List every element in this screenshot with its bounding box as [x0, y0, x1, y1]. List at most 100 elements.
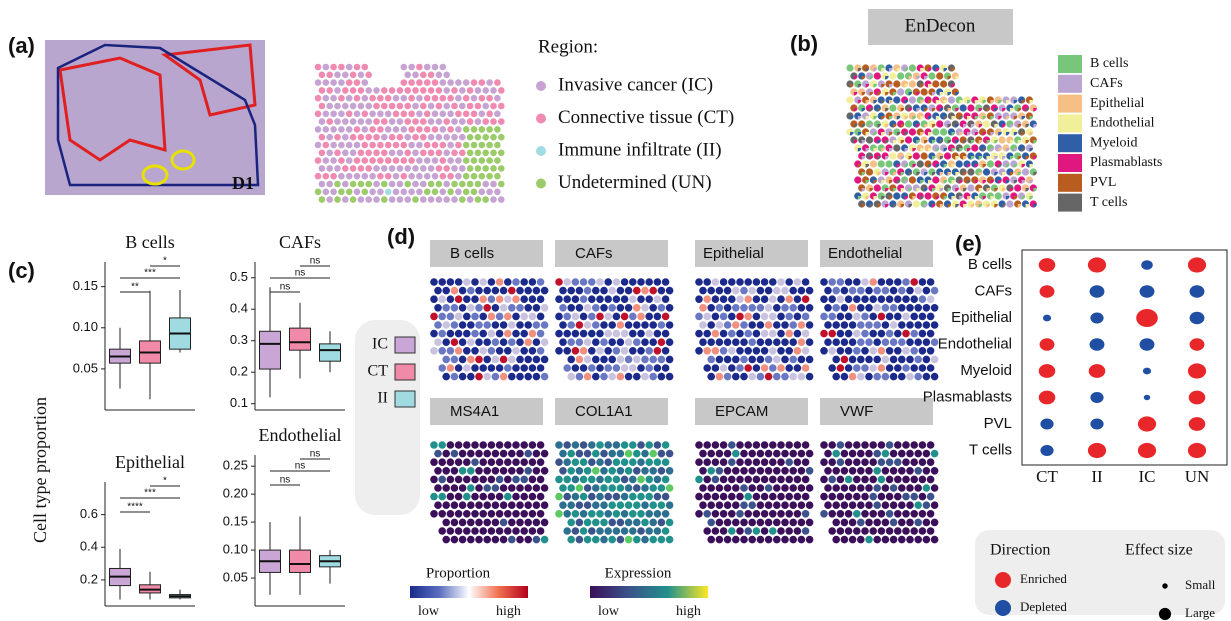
spot — [878, 313, 886, 321]
spot — [886, 347, 894, 355]
spot — [401, 64, 408, 71]
spot — [914, 519, 922, 527]
significance: ns — [280, 475, 291, 486]
spot — [529, 510, 537, 518]
spot — [438, 295, 446, 303]
spot — [841, 321, 849, 329]
spot — [600, 484, 608, 492]
spot — [442, 287, 450, 295]
spot — [707, 536, 715, 544]
spot — [471, 493, 479, 501]
spot — [740, 484, 748, 492]
pie-wedge — [877, 140, 881, 144]
spot — [890, 467, 898, 475]
spot — [596, 458, 604, 466]
spot — [459, 356, 467, 364]
spot — [732, 287, 740, 295]
spot — [919, 441, 927, 449]
spot — [541, 338, 549, 346]
spot — [777, 527, 785, 535]
effect-dot — [1040, 419, 1053, 430]
spot — [707, 287, 715, 295]
spot — [459, 321, 467, 329]
spot — [898, 467, 906, 475]
spot — [559, 467, 567, 475]
spot — [931, 287, 939, 295]
spot — [753, 313, 761, 321]
spot — [563, 278, 571, 286]
spot — [442, 338, 450, 346]
spot — [555, 476, 563, 484]
spot — [894, 330, 902, 338]
spot — [882, 356, 890, 364]
spot — [878, 493, 886, 501]
spot — [621, 347, 629, 355]
pie-wedge — [920, 148, 924, 152]
spot — [773, 450, 781, 458]
spot — [649, 484, 657, 492]
pie-wedge — [877, 172, 881, 176]
spot — [720, 510, 728, 518]
spot — [451, 87, 458, 94]
spot — [849, 484, 857, 492]
spot — [520, 347, 528, 355]
spot — [845, 441, 853, 449]
spot — [886, 295, 894, 303]
spot — [853, 458, 861, 466]
spot — [608, 356, 616, 364]
significance: ns — [280, 282, 291, 293]
pie-wedge — [1029, 180, 1033, 184]
pie-wedge — [1010, 124, 1014, 128]
spot — [362, 79, 369, 86]
spot — [346, 111, 353, 118]
spot — [898, 287, 906, 295]
spot — [529, 278, 537, 286]
spot — [873, 519, 881, 527]
spot — [350, 150, 357, 157]
spot — [500, 321, 508, 329]
spot — [837, 347, 845, 355]
spot — [498, 134, 505, 141]
spot — [438, 458, 446, 466]
spot — [637, 347, 645, 355]
spot — [837, 458, 845, 466]
spot — [845, 278, 853, 286]
legend-dot — [536, 179, 546, 189]
spot — [732, 304, 740, 312]
spot — [769, 476, 777, 484]
spot — [890, 501, 898, 509]
spot — [744, 347, 752, 355]
spot — [600, 321, 608, 329]
column-label: UN — [1185, 467, 1210, 486]
map-title: B cells — [450, 245, 494, 262]
pie-wedge — [936, 68, 940, 72]
pie-wedge — [885, 204, 889, 208]
spot — [463, 142, 470, 149]
spot — [894, 527, 902, 535]
spot — [592, 356, 600, 364]
spot — [524, 450, 532, 458]
spot — [658, 287, 666, 295]
pie-wedge — [955, 108, 959, 112]
pie-wedge — [948, 204, 952, 208]
spot — [592, 373, 600, 381]
spot — [641, 321, 649, 329]
spot — [740, 356, 748, 364]
significance: *** — [144, 268, 156, 279]
spot — [894, 364, 902, 372]
spot — [703, 441, 711, 449]
spot — [572, 510, 580, 518]
colorbar-label: low — [418, 604, 440, 619]
spot — [712, 493, 720, 501]
spot — [479, 79, 486, 86]
spot — [354, 173, 361, 180]
spot — [712, 441, 720, 449]
spot — [728, 364, 736, 372]
pie-wedge — [889, 84, 893, 88]
spot — [654, 527, 662, 535]
pie-wedge — [932, 76, 936, 80]
spot — [346, 64, 353, 71]
spot — [475, 356, 483, 364]
spot — [902, 347, 910, 355]
spot — [662, 364, 670, 372]
